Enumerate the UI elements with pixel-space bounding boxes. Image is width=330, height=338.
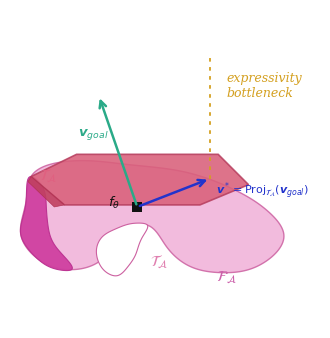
Polygon shape: [31, 154, 248, 205]
Text: $\mathcal{T}_{\mathcal{A}}$: $\mathcal{T}_{\mathcal{A}}$: [39, 168, 57, 185]
Text: $\mathcal{T}_{\mathcal{A}}$: $\mathcal{T}_{\mathcal{A}}$: [150, 254, 169, 271]
Polygon shape: [96, 223, 148, 276]
Text: $\boldsymbol{v}_{goal}$: $\boldsymbol{v}_{goal}$: [79, 127, 109, 142]
Polygon shape: [28, 176, 64, 207]
Text: $f_\theta$: $f_\theta$: [108, 195, 120, 211]
Text: $\mathcal{F}_{\mathcal{A}}$: $\mathcal{F}_{\mathcal{A}}$: [216, 270, 237, 286]
Text: $\boldsymbol{v}^*= \mathrm{Proj}_{\mathcal{T}_{\mathcal{A}}}(\boldsymbol{v}_{goa: $\boldsymbol{v}^*= \mathrm{Proj}_{\mathc…: [216, 180, 309, 201]
Text: expressivity
bottleneck: expressivity bottleneck: [226, 72, 302, 100]
Polygon shape: [20, 161, 284, 273]
Polygon shape: [20, 176, 72, 270]
